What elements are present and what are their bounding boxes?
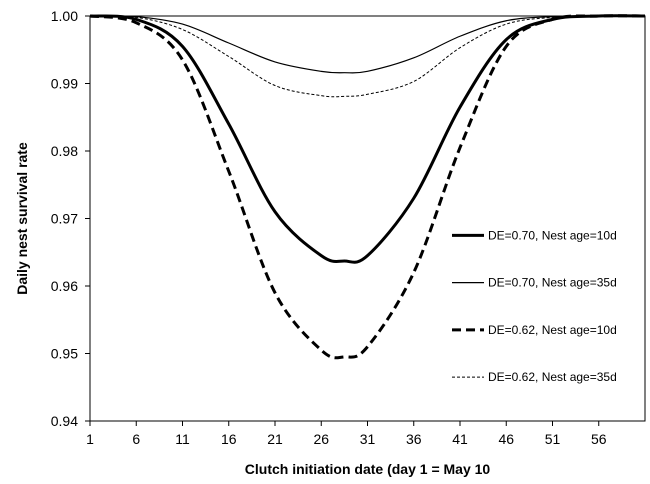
- legend: DE=0.70, Nest age=10d DE=0.70, Nest age=3…: [452, 228, 617, 384]
- legend-label-1: DE=0.70, Nest age=10d: [488, 228, 617, 242]
- legend-label-4: DE=0.62, Nest age=35d: [488, 370, 617, 384]
- y-tick-label: 0.96: [51, 278, 78, 294]
- plot-lines: [89, 14, 646, 360]
- x-tick-label: 26: [313, 431, 329, 447]
- x-tick-label: 56: [591, 431, 607, 447]
- plot-area-frame: [89, 15, 646, 422]
- y-axis-title: Daily nest survival rate: [14, 142, 30, 295]
- y-axis: 0.94 0.95 0.96 0.97 0.98 0.99 1.00: [51, 8, 91, 429]
- series-line-4: [89, 15, 646, 98]
- x-tick-label: 46: [498, 431, 514, 447]
- y-tick-label: 0.98: [51, 143, 78, 159]
- y-tick-label: 1.00: [51, 8, 78, 24]
- x-tick-label: 11: [175, 431, 190, 447]
- legend-label-2: DE=0.70, Nest age=35d: [488, 276, 617, 290]
- x-axis-title: Clutch initiation date (day 1 = May 10: [245, 461, 491, 477]
- x-tick-label: 36: [406, 431, 422, 447]
- x-tick-label: 6: [132, 431, 140, 447]
- series-line-1: [89, 14, 646, 264]
- series-line-2: [89, 15, 646, 74]
- x-axis: 1 6 11 16 21 26 31 36 41 46 51 56: [86, 420, 645, 447]
- legend-label-3: DE=0.62, Nest age=10d: [488, 323, 617, 337]
- x-tick-label: 1: [86, 431, 94, 447]
- x-tick-label: 21: [267, 431, 283, 447]
- x-tick-label: 16: [221, 431, 237, 447]
- y-tick-label: 0.97: [51, 211, 78, 227]
- y-tick-label: 0.99: [51, 76, 78, 92]
- y-tick-label: 0.95: [51, 346, 78, 362]
- series-line-3: [89, 14, 646, 360]
- x-tick-label: 41: [452, 431, 468, 447]
- y-tick-label: 0.94: [51, 413, 78, 429]
- x-tick-label: 31: [360, 431, 376, 447]
- x-tick-label: 51: [545, 431, 561, 447]
